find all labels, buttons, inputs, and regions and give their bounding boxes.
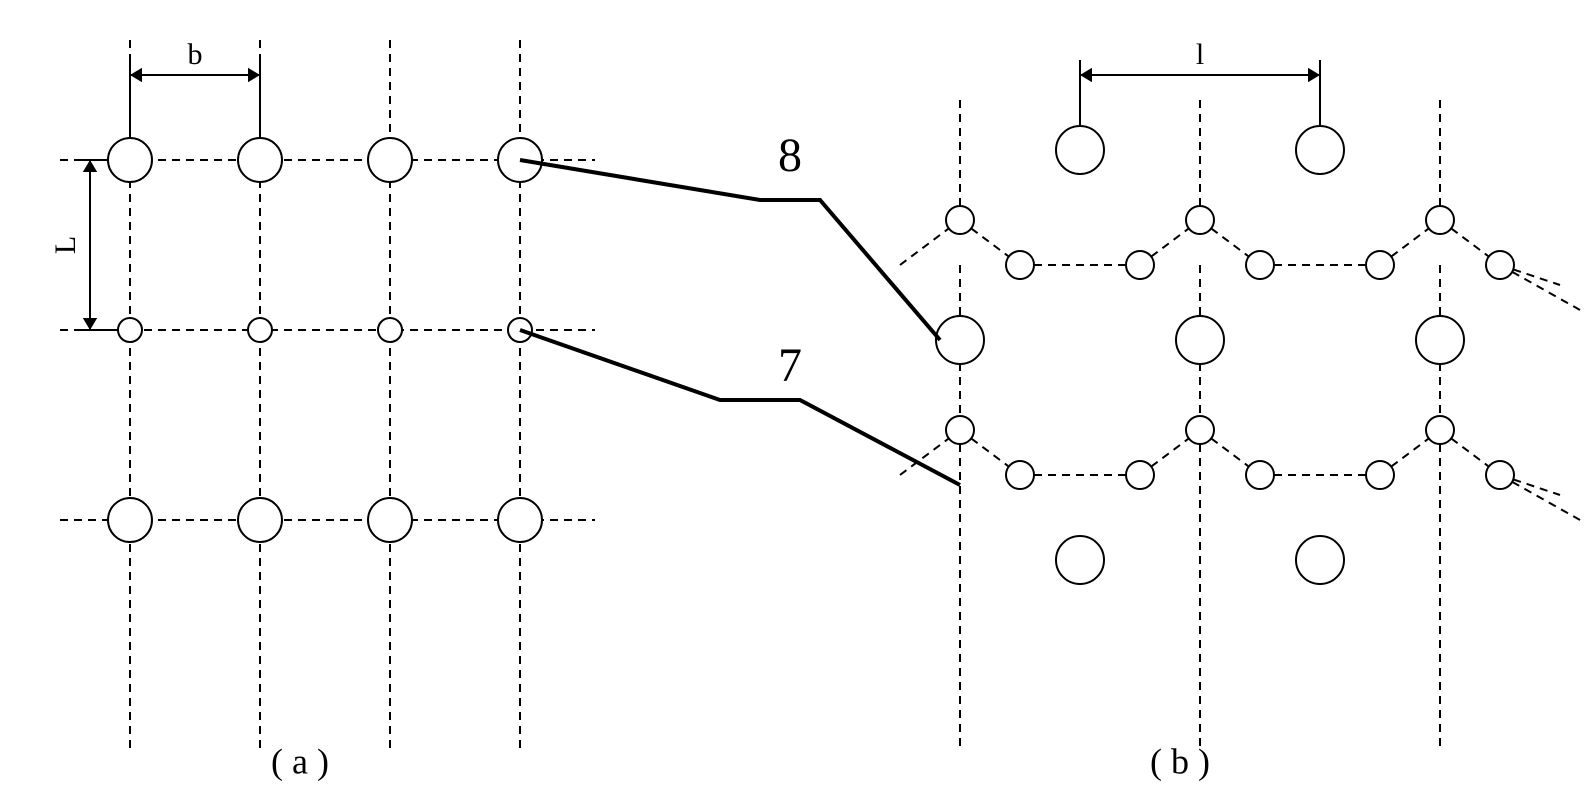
big-node bbox=[108, 498, 152, 542]
arrowhead bbox=[130, 68, 142, 82]
small-node bbox=[1486, 251, 1514, 279]
big-node bbox=[368, 498, 412, 542]
small-node bbox=[1186, 416, 1214, 444]
big-node bbox=[498, 498, 542, 542]
callout-7-label: 7 bbox=[778, 339, 802, 392]
small-node bbox=[1426, 416, 1454, 444]
arrowhead bbox=[1080, 68, 1092, 82]
arrowhead bbox=[83, 160, 97, 172]
dim-L-label: L bbox=[49, 236, 82, 254]
big-node bbox=[238, 498, 282, 542]
small-node bbox=[1126, 461, 1154, 489]
small-node bbox=[1246, 461, 1274, 489]
small-node bbox=[1426, 206, 1454, 234]
big-node bbox=[1176, 316, 1224, 364]
big-node bbox=[108, 138, 152, 182]
big-node bbox=[1416, 316, 1464, 364]
small-node bbox=[1366, 461, 1394, 489]
small-node bbox=[1246, 251, 1274, 279]
small-node bbox=[946, 206, 974, 234]
small-node bbox=[1006, 251, 1034, 279]
callout-8-label: 8 bbox=[778, 129, 802, 182]
small-node bbox=[1126, 251, 1154, 279]
sublabel-a: ( a ) bbox=[271, 741, 329, 781]
small-node bbox=[1486, 461, 1514, 489]
arrowhead bbox=[248, 68, 260, 82]
small-node bbox=[1006, 461, 1034, 489]
big-node bbox=[368, 138, 412, 182]
dim-l-label: l bbox=[1196, 38, 1204, 71]
callout-8-line bbox=[520, 160, 940, 340]
big-node bbox=[1296, 536, 1344, 584]
big-node bbox=[1056, 536, 1104, 584]
callout-7-line bbox=[520, 330, 960, 485]
big-node bbox=[238, 138, 282, 182]
arrowhead bbox=[1308, 68, 1320, 82]
sublabel-b: ( b ) bbox=[1150, 741, 1210, 781]
small-node bbox=[1366, 251, 1394, 279]
diagram-canvas: b Ll 8 7 ( a ) ( b ) bbox=[0, 0, 1591, 800]
big-node bbox=[1056, 126, 1104, 174]
small-node bbox=[1186, 206, 1214, 234]
small-node bbox=[248, 318, 272, 342]
big-node bbox=[936, 316, 984, 364]
dim-b-label: b bbox=[188, 38, 203, 71]
small-node bbox=[118, 318, 142, 342]
small-node bbox=[378, 318, 402, 342]
arrowhead bbox=[83, 318, 97, 330]
big-node bbox=[1296, 126, 1344, 174]
small-node bbox=[946, 416, 974, 444]
